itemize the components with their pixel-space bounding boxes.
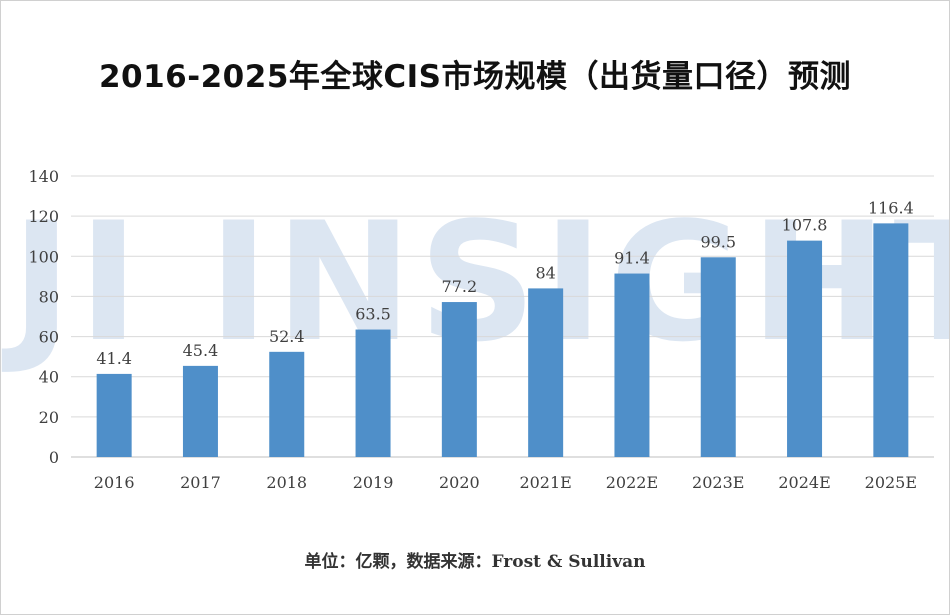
y-tick-label: 140 bbox=[28, 167, 59, 186]
bar bbox=[182, 365, 218, 457]
y-tick-label: 120 bbox=[28, 207, 59, 226]
bar bbox=[700, 257, 736, 457]
data-label: 41.4 bbox=[96, 349, 132, 368]
bar bbox=[528, 288, 564, 457]
y-tick-label: 60 bbox=[39, 328, 59, 347]
x-tick-label: 2022E bbox=[606, 473, 658, 492]
data-label: 107.8 bbox=[782, 216, 828, 235]
bar bbox=[441, 302, 477, 457]
data-label: 99.5 bbox=[700, 232, 736, 251]
x-tick-label: 2016 bbox=[94, 473, 135, 492]
y-tick-label: 100 bbox=[28, 247, 59, 266]
y-tick-label: 20 bbox=[39, 408, 59, 427]
bar bbox=[269, 351, 305, 457]
x-tick-label: 2023E bbox=[692, 473, 744, 492]
bar bbox=[355, 329, 391, 457]
x-tick-label: 2019 bbox=[353, 473, 394, 492]
data-label: 52.4 bbox=[269, 327, 305, 346]
x-tick-label: 2018 bbox=[266, 473, 307, 492]
x-tick-label: 2025E bbox=[865, 473, 917, 492]
data-label: 116.4 bbox=[868, 198, 914, 217]
bar bbox=[873, 223, 909, 457]
y-tick-label: 80 bbox=[39, 287, 59, 306]
chart-title: 2016-2025年全球CIS市场规模（出货量口径）预测 bbox=[98, 59, 852, 95]
data-label: 63.5 bbox=[355, 305, 391, 324]
x-tick-label: 2020 bbox=[439, 473, 480, 492]
x-tick-label: 2021E bbox=[519, 473, 571, 492]
data-label: 84 bbox=[535, 263, 555, 282]
data-label: 45.4 bbox=[183, 341, 219, 360]
bar bbox=[96, 373, 132, 457]
x-tick-label: 2017 bbox=[180, 473, 221, 492]
bar bbox=[614, 273, 650, 457]
x-tick-label: 2024E bbox=[778, 473, 830, 492]
data-label: 91.4 bbox=[614, 249, 650, 268]
y-tick-label: 40 bbox=[39, 368, 59, 387]
y-tick-label: 0 bbox=[49, 448, 59, 467]
source-note: 单位：亿颗，数据来源：Frost & Sullivan bbox=[304, 552, 646, 572]
bar bbox=[787, 240, 823, 457]
data-label: 77.2 bbox=[442, 277, 478, 296]
